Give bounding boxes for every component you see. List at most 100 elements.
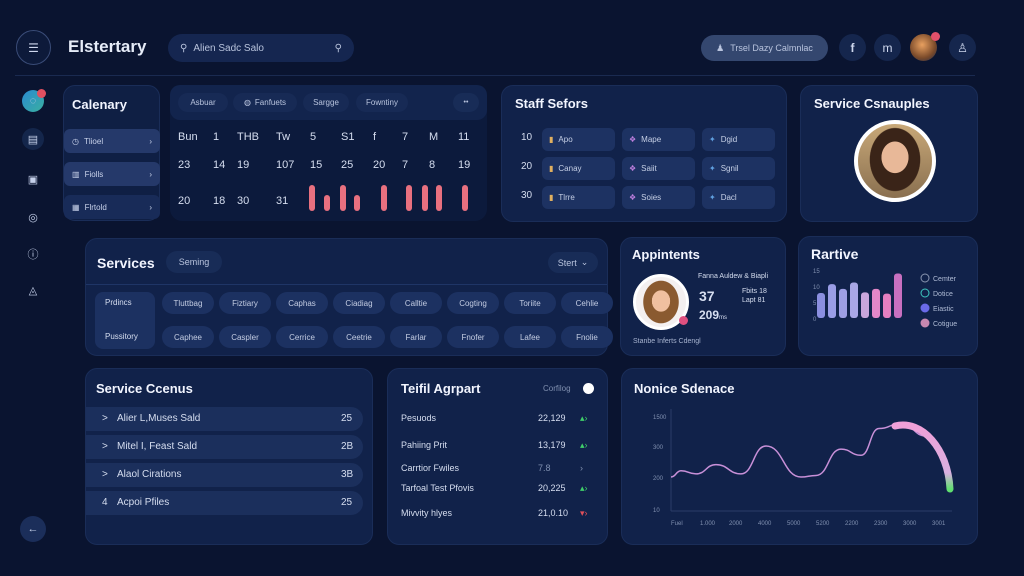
calendar-cell[interactable]: 31: [276, 195, 289, 207]
calendar-cell[interactable]: 11: [458, 131, 470, 143]
calendar-cell[interactable]: 25: [341, 159, 354, 171]
chevron-right-icon: ›: [149, 136, 152, 146]
calendar-event-bar[interactable]: [462, 185, 468, 211]
calendar-cell[interactable]: 1: [213, 131, 220, 143]
total-row-value: 22,129: [538, 413, 566, 423]
calendar-cell[interactable]: 8: [429, 159, 436, 171]
calendar-cell[interactable]: 5: [310, 131, 317, 143]
calendar-cell[interactable]: 14: [213, 159, 226, 171]
y-tick-label: 10: [813, 285, 820, 291]
calendar-cell[interactable]: M: [429, 131, 439, 143]
service-chip[interactable]: Fiztiary: [219, 292, 271, 314]
calendar-cell[interactable]: Bun: [178, 131, 198, 143]
calendar-cell[interactable]: 18: [213, 195, 226, 207]
staff-item[interactable]: ✦ Dgid: [702, 128, 775, 151]
calendar-nav-item[interactable]: ▥ Fiolls ›: [64, 162, 160, 186]
service-samples-panel: Service Csnauples: [800, 85, 978, 222]
services-dropdown[interactable]: Stert ⌄: [548, 252, 598, 273]
calendar-tab[interactable]: Fowntiny: [356, 93, 408, 112]
census-row[interactable]: > Alaol Cirations 3B: [86, 463, 363, 487]
avatar[interactable]: [910, 32, 940, 61]
service-chip[interactable]: Caspler: [219, 326, 271, 348]
app-logo-icon[interactable]: ◌: [22, 89, 46, 112]
service-chip[interactable]: Fnofer: [447, 326, 499, 348]
info-icon[interactable]: ⓘ: [27, 249, 39, 261]
back-icon[interactable]: ←: [20, 516, 46, 542]
calendar-cell[interactable]: 15: [310, 159, 323, 171]
photo-icon[interactable]: ▣: [27, 173, 39, 186]
calendar-tab[interactable]: Asbuar: [178, 93, 228, 112]
service-chip[interactable]: Cehlie: [561, 292, 613, 314]
calendar-event-bar[interactable]: [422, 185, 428, 211]
calendar-tab[interactable]: ◍ Fanfuets: [233, 93, 297, 112]
m-icon[interactable]: m: [874, 34, 901, 61]
calendar-cell[interactable]: S1: [341, 131, 355, 143]
staff-item[interactable]: ▮ Canay: [542, 157, 615, 180]
staff-item[interactable]: ❖ Mape: [622, 128, 695, 151]
census-row[interactable]: 4 Acpoi Pfiles 25: [86, 491, 363, 515]
service-chip[interactable]: Fnolie: [561, 326, 613, 348]
calendar-cell[interactable]: 19: [458, 159, 471, 171]
service-chip[interactable]: Ceetrie: [333, 326, 385, 348]
staff-item[interactable]: ❖ Soies: [622, 186, 695, 209]
calendar-tab[interactable]: Sargge: [303, 93, 349, 112]
chat-icon[interactable]: ◎: [28, 211, 38, 224]
clock-icon: ◷: [72, 136, 79, 146]
search-submit-icon[interactable]: ⚲: [334, 42, 342, 54]
service-chip[interactable]: Tluttbag: [162, 292, 214, 314]
calendar-cell[interactable]: 20: [178, 195, 191, 207]
census-row[interactable]: > Mitel I, Feast Sald 2B: [86, 435, 363, 459]
calendar-cell[interactable]: Tw: [276, 131, 291, 143]
calendar-event-bar[interactable]: [406, 185, 412, 211]
calendar-cell[interactable]: f: [373, 131, 377, 143]
staff-item[interactable]: ✦ Sgnil: [702, 157, 775, 180]
calendar-cell[interactable]: 7: [402, 159, 409, 171]
calendar-event-bar[interactable]: [324, 195, 330, 211]
calendar-event-bar[interactable]: [354, 195, 360, 211]
service-chip[interactable]: Cogting: [447, 292, 499, 314]
calendar-nav-item[interactable]: ▦ Flrtold ›: [64, 195, 160, 219]
facebook-icon[interactable]: f: [839, 34, 866, 61]
menu-button[interactable]: ☰: [16, 30, 51, 65]
census-row[interactable]: > Alier L,Muses Sald 25: [86, 407, 363, 431]
search-input[interactable]: ⚲ Alien Sadc Salo ⚲: [168, 34, 354, 62]
calendar-cell[interactable]: 107: [276, 159, 295, 171]
service-chip[interactable]: Farlar: [390, 326, 442, 348]
trend-up-icon: ▴›: [580, 413, 588, 423]
calendar-panel: Asbuar ◍ Fanfuets Sargge Fowntiny •• Bun 1 THB T…: [170, 85, 487, 221]
calendar-event-bar[interactable]: [436, 185, 442, 211]
staff-item[interactable]: ❖ Saiit: [622, 157, 695, 180]
calendar-cell[interactable]: 20: [373, 159, 386, 171]
person-icon[interactable]: ♙: [949, 34, 976, 61]
calendar-icon[interactable]: ▤: [22, 128, 44, 150]
calendar-cell[interactable]: 23: [178, 159, 191, 171]
total-panel: Teifil Agrpart Corfilog Pesuods 22,129 ▴› P…: [387, 368, 608, 545]
service-chip[interactable]: Calltie: [390, 292, 442, 314]
more-button[interactable]: ••: [453, 93, 479, 112]
staff-row-number: 10: [521, 132, 533, 143]
calendar-cell[interactable]: 7: [402, 131, 409, 143]
triangle-icon[interactable]: ◬: [28, 284, 38, 297]
staff-item[interactable]: ▮ Apo: [542, 128, 615, 151]
service-chip[interactable]: Ciadiag: [333, 292, 385, 314]
service-chip[interactable]: Caphas: [276, 292, 328, 314]
calendar-event-bar[interactable]: [340, 185, 346, 211]
calendar-nav-item[interactable]: ◷ Tlioel ›: [64, 129, 160, 153]
calendar-event-bar[interactable]: [381, 185, 387, 211]
line-chart-panel: Nonice Sdenace 10 200 300 1500 Fuel 1.000 2000…: [621, 368, 978, 545]
trend-up-icon: ▴›: [580, 440, 588, 450]
services-filter-badge[interactable]: Seming: [166, 251, 222, 273]
staff-item[interactable]: ▮ Tlrre: [542, 186, 615, 209]
service-chip[interactable]: Cerrice: [276, 326, 328, 348]
service-chip[interactable]: Lafee: [504, 326, 556, 348]
total-toggle[interactable]: [583, 383, 594, 394]
service-chip[interactable]: Caphee: [162, 326, 214, 348]
calendar-cell[interactable]: 19: [237, 159, 250, 171]
action-button[interactable]: ♟ Trsel Dazy Calmnlac: [701, 35, 828, 61]
staff-item[interactable]: ✦ Dacl: [702, 186, 775, 209]
x-tick-label: 1.000: [700, 521, 716, 527]
calendar-cell[interactable]: 30: [237, 195, 250, 207]
service-chip[interactable]: Toriite: [504, 292, 556, 314]
calendar-event-bar[interactable]: [309, 185, 315, 211]
calendar-cell[interactable]: THB: [237, 131, 259, 143]
